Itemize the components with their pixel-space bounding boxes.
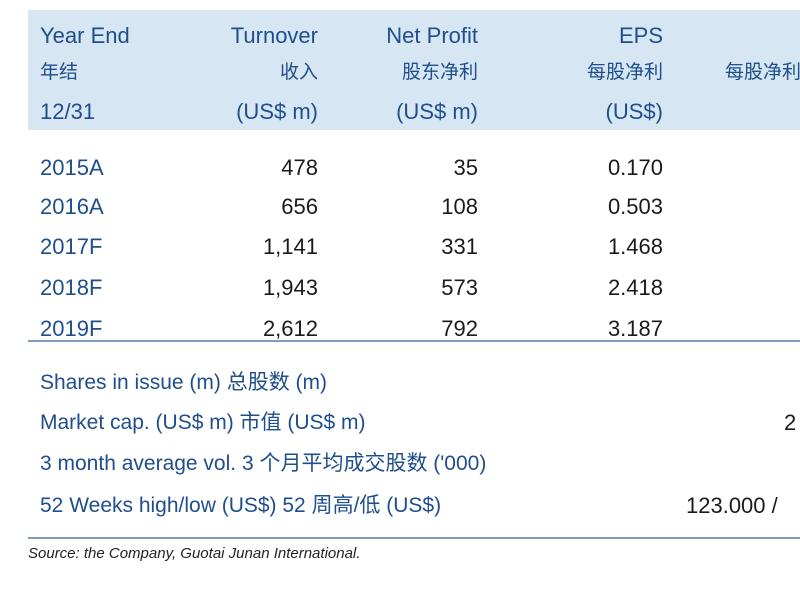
row-eps: 0.503 xyxy=(607,194,663,219)
row-net-profit: 331 xyxy=(441,234,478,259)
row-net-profit: 573 xyxy=(441,275,478,300)
row-year: 2016A xyxy=(40,194,104,219)
row-turnover: 478 xyxy=(281,155,318,180)
header-net-profit-cn: 股东净利 xyxy=(401,62,478,83)
header-year-end-cn: 年结 xyxy=(40,62,79,83)
bottom-divider xyxy=(28,537,800,539)
row-turnover: 1,141 xyxy=(262,234,318,259)
stat-52-week-high-low-value: 123.000 / xyxy=(686,493,778,518)
row-year: 2018F xyxy=(40,275,103,300)
row-net-profit: 108 xyxy=(441,194,478,219)
source-note: Source: the Company, Guotai Junan Intern… xyxy=(28,545,361,562)
stat-market-cap-value: 2 xyxy=(784,410,797,435)
row-eps: 2.418 xyxy=(607,275,663,300)
table-divider xyxy=(28,340,800,342)
stat-shares-in-issue: Shares in issue (m) 总股数 (m) xyxy=(40,371,328,394)
row-eps: 1.468 xyxy=(607,234,663,259)
row-year: 2015A xyxy=(40,155,104,180)
header-turnover-unit: (US$ m) xyxy=(236,99,318,124)
row-year: 2019F xyxy=(40,316,103,341)
header-turnover: Turnover xyxy=(230,23,318,48)
row-turnover: 656 xyxy=(281,194,318,219)
row-net-profit: 35 xyxy=(453,155,478,180)
row-eps: 3.187 xyxy=(607,316,663,341)
row-turnover: 2,612 xyxy=(262,316,318,341)
header-col4-cn: 每股净利 xyxy=(725,62,800,83)
header-net-profit-unit: (US$ m) xyxy=(396,99,478,124)
header-turnover-cn: 收入 xyxy=(279,62,318,83)
stat-52-week-high-low: 52 Weeks high/low (US$) 52 周高/低 (US$) xyxy=(40,494,442,517)
stat-market-cap: Market cap. (US$ m) 市值 (US$ m) xyxy=(40,411,366,434)
header-year-end: Year End xyxy=(40,23,130,48)
row-eps: 0.170 xyxy=(607,155,663,180)
header-year-end-date: 12/31 xyxy=(40,99,96,124)
row-year: 2017F xyxy=(40,234,103,259)
table-header-band xyxy=(28,10,800,130)
stat-avg-volume: 3 month average vol. 3 个月平均成交股数 ('000) xyxy=(40,452,487,475)
row-net-profit: 792 xyxy=(441,316,478,341)
row-turnover: 1,943 xyxy=(262,275,318,300)
header-eps-cn: 每股净利 xyxy=(586,62,663,83)
header-eps: EPS xyxy=(618,23,663,48)
header-eps-unit: (US$) xyxy=(605,99,663,124)
header-net-profit: Net Profit xyxy=(386,23,478,48)
